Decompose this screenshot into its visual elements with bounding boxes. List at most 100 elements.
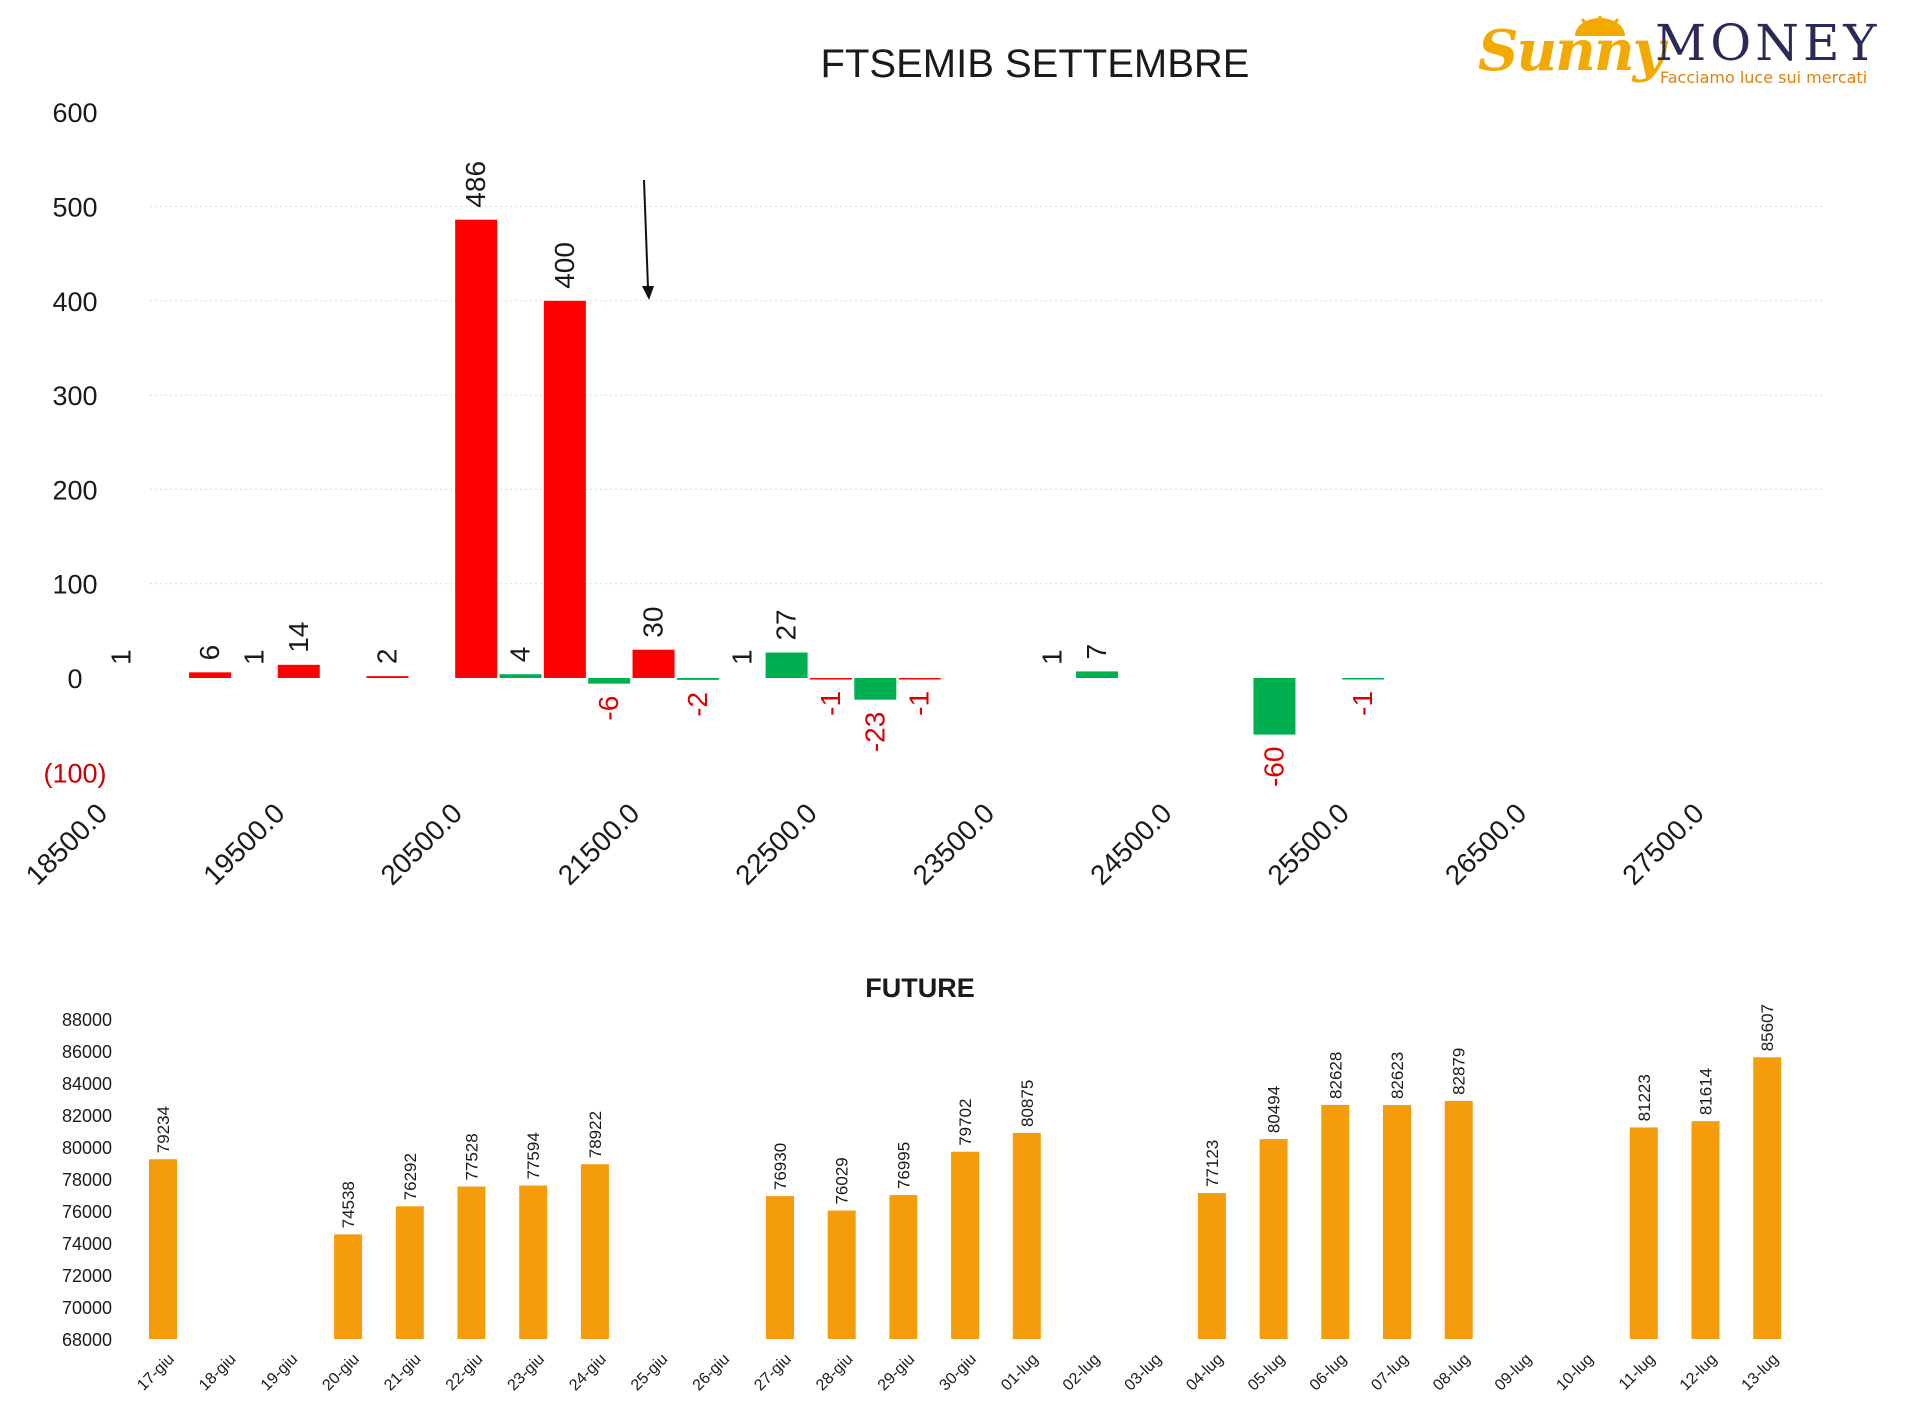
y-tick-label: 100 <box>52 570 97 600</box>
future-x-tick-label: 05-lug <box>1245 1351 1288 1394</box>
data-label: 1 <box>726 649 757 665</box>
future-bar <box>1444 1100 1473 1339</box>
bar <box>1342 678 1385 680</box>
future-x-tick-label: 26-giu <box>690 1351 733 1394</box>
x-tick-label: 24500.0 <box>1084 797 1177 890</box>
bar <box>765 652 808 678</box>
chart-gridlines <box>150 206 1825 585</box>
future-bars <box>149 1057 1782 1339</box>
data-label: -6 <box>593 696 624 721</box>
future-x-tick-label: 22-giu <box>443 1351 486 1394</box>
future-bar <box>519 1185 548 1339</box>
bar <box>854 678 897 700</box>
data-label: 2 <box>371 649 402 665</box>
y-tick-label: 400 <box>52 287 97 317</box>
future-x-axis-ticks: 17-giu 18-giu 19-giu 20-giu 21-giu 22-giu 23-g… <box>134 1351 1782 1394</box>
data-label: -2 <box>682 692 713 717</box>
bar <box>499 674 542 678</box>
future-bar <box>1259 1139 1288 1339</box>
future-bar <box>395 1206 424 1339</box>
x-axis-ticks: 18500.0 19500.0 20500.0 21500.0 22500.0 23500… <box>20 797 1710 890</box>
future-bar <box>1197 1193 1226 1339</box>
future-data-label: 80494 <box>1265 1086 1284 1133</box>
x-tick-label: 19500.0 <box>197 797 290 890</box>
future-x-tick-label: 11-lug <box>1616 1351 1659 1394</box>
future-y-tick-label: 76000 <box>62 1202 112 1222</box>
y-tick-label: 600 <box>52 98 97 128</box>
x-tick-label: 23500.0 <box>907 797 1000 890</box>
future-bar <box>1012 1133 1041 1339</box>
future-data-label: 82628 <box>1326 1052 1345 1099</box>
future-x-tick-label: 27-giu <box>751 1351 794 1394</box>
bar <box>189 672 232 678</box>
future-x-tick-label: 04-lug <box>1183 1351 1226 1394</box>
future-bar <box>1321 1104 1350 1339</box>
future-data-label: 80875 <box>1018 1080 1037 1127</box>
future-data-label: 77594 <box>524 1132 543 1179</box>
bar <box>588 678 631 684</box>
bar <box>809 678 852 680</box>
data-label: 400 <box>549 242 580 289</box>
future-data-label: 76930 <box>771 1143 790 1190</box>
data-label: 1 <box>1037 649 1068 665</box>
bar <box>632 649 675 678</box>
future-x-tick-label: 29-giu <box>875 1351 918 1394</box>
future-x-tick-label: 13-lug <box>1739 1351 1782 1394</box>
future-data-label: 81223 <box>1635 1074 1654 1121</box>
future-x-tick-label: 17-giu <box>134 1351 177 1394</box>
y-tick-label: 500 <box>52 193 97 223</box>
future-data-label: 76995 <box>894 1142 913 1189</box>
future-data-label: 77123 <box>1203 1140 1222 1187</box>
chart-bars <box>189 219 1385 735</box>
bar <box>898 678 941 680</box>
future-y-tick-label: 82000 <box>62 1106 112 1126</box>
future-x-tick-label: 20-giu <box>319 1351 362 1394</box>
x-tick-label: 22500.0 <box>729 797 822 890</box>
future-x-tick-label: 06-lug <box>1307 1351 1350 1394</box>
future-y-tick-label: 72000 <box>62 1266 112 1286</box>
data-label: -23 <box>859 712 890 752</box>
future-bar <box>580 1164 609 1339</box>
x-tick-label: 18500.0 <box>20 797 113 890</box>
data-label: 6 <box>194 645 225 661</box>
logo-money-text: MONEY <box>1655 14 1881 72</box>
future-data-label: 82623 <box>1388 1052 1407 1099</box>
future-data-label: 82879 <box>1450 1048 1469 1095</box>
future-x-tick-label: 25-giu <box>628 1351 671 1394</box>
x-tick-label: 26500.0 <box>1439 797 1532 890</box>
data-label: -1 <box>904 691 935 716</box>
future-x-tick-label: 10-lug <box>1553 1351 1596 1394</box>
future-x-tick-label: 01-lug <box>998 1351 1041 1394</box>
x-tick-label: 27500.0 <box>1616 797 1709 890</box>
future-bar <box>1691 1121 1720 1339</box>
future-data-label: 79234 <box>154 1106 173 1153</box>
future-y-tick-label: 80000 <box>62 1138 112 1158</box>
future-bar <box>1629 1127 1658 1339</box>
future-data-label: 77528 <box>463 1133 482 1180</box>
future-x-tick-label: 28-giu <box>813 1351 856 1394</box>
data-label: -1 <box>1347 691 1378 716</box>
future-data-label: 74538 <box>339 1181 358 1228</box>
bar <box>676 678 719 680</box>
future-y-tick-label: 84000 <box>62 1074 112 1094</box>
future-bar <box>766 1196 794 1339</box>
y-tick-label: 0 <box>67 664 82 694</box>
y-axis-ticks: 600 500 400 300 200 100 0 (100) <box>43 98 106 788</box>
data-label: 1 <box>105 649 136 665</box>
future-x-tick-label: 07-lug <box>1368 1351 1411 1394</box>
future-title: FUTURE <box>865 973 975 1003</box>
future-x-tick-label: 24-giu <box>566 1351 609 1394</box>
future-y-tick-label: 86000 <box>62 1042 112 1062</box>
bar <box>366 676 409 678</box>
future-data-label: 81614 <box>1697 1068 1716 1115</box>
future-bar <box>1383 1105 1411 1339</box>
future-x-tick-label: 09-lug <box>1492 1351 1535 1394</box>
future-bar <box>457 1186 486 1339</box>
future-y-tick-label: 74000 <box>62 1234 112 1254</box>
future-bar <box>149 1159 177 1339</box>
future-x-tick-label: 18-giu <box>196 1351 239 1394</box>
future-data-labels: 79234 74538 76292 77528 77594 78922 76930 76029… <box>154 1004 1777 1228</box>
future-y-tick-label: 68000 <box>62 1330 112 1350</box>
bar <box>1076 671 1119 678</box>
